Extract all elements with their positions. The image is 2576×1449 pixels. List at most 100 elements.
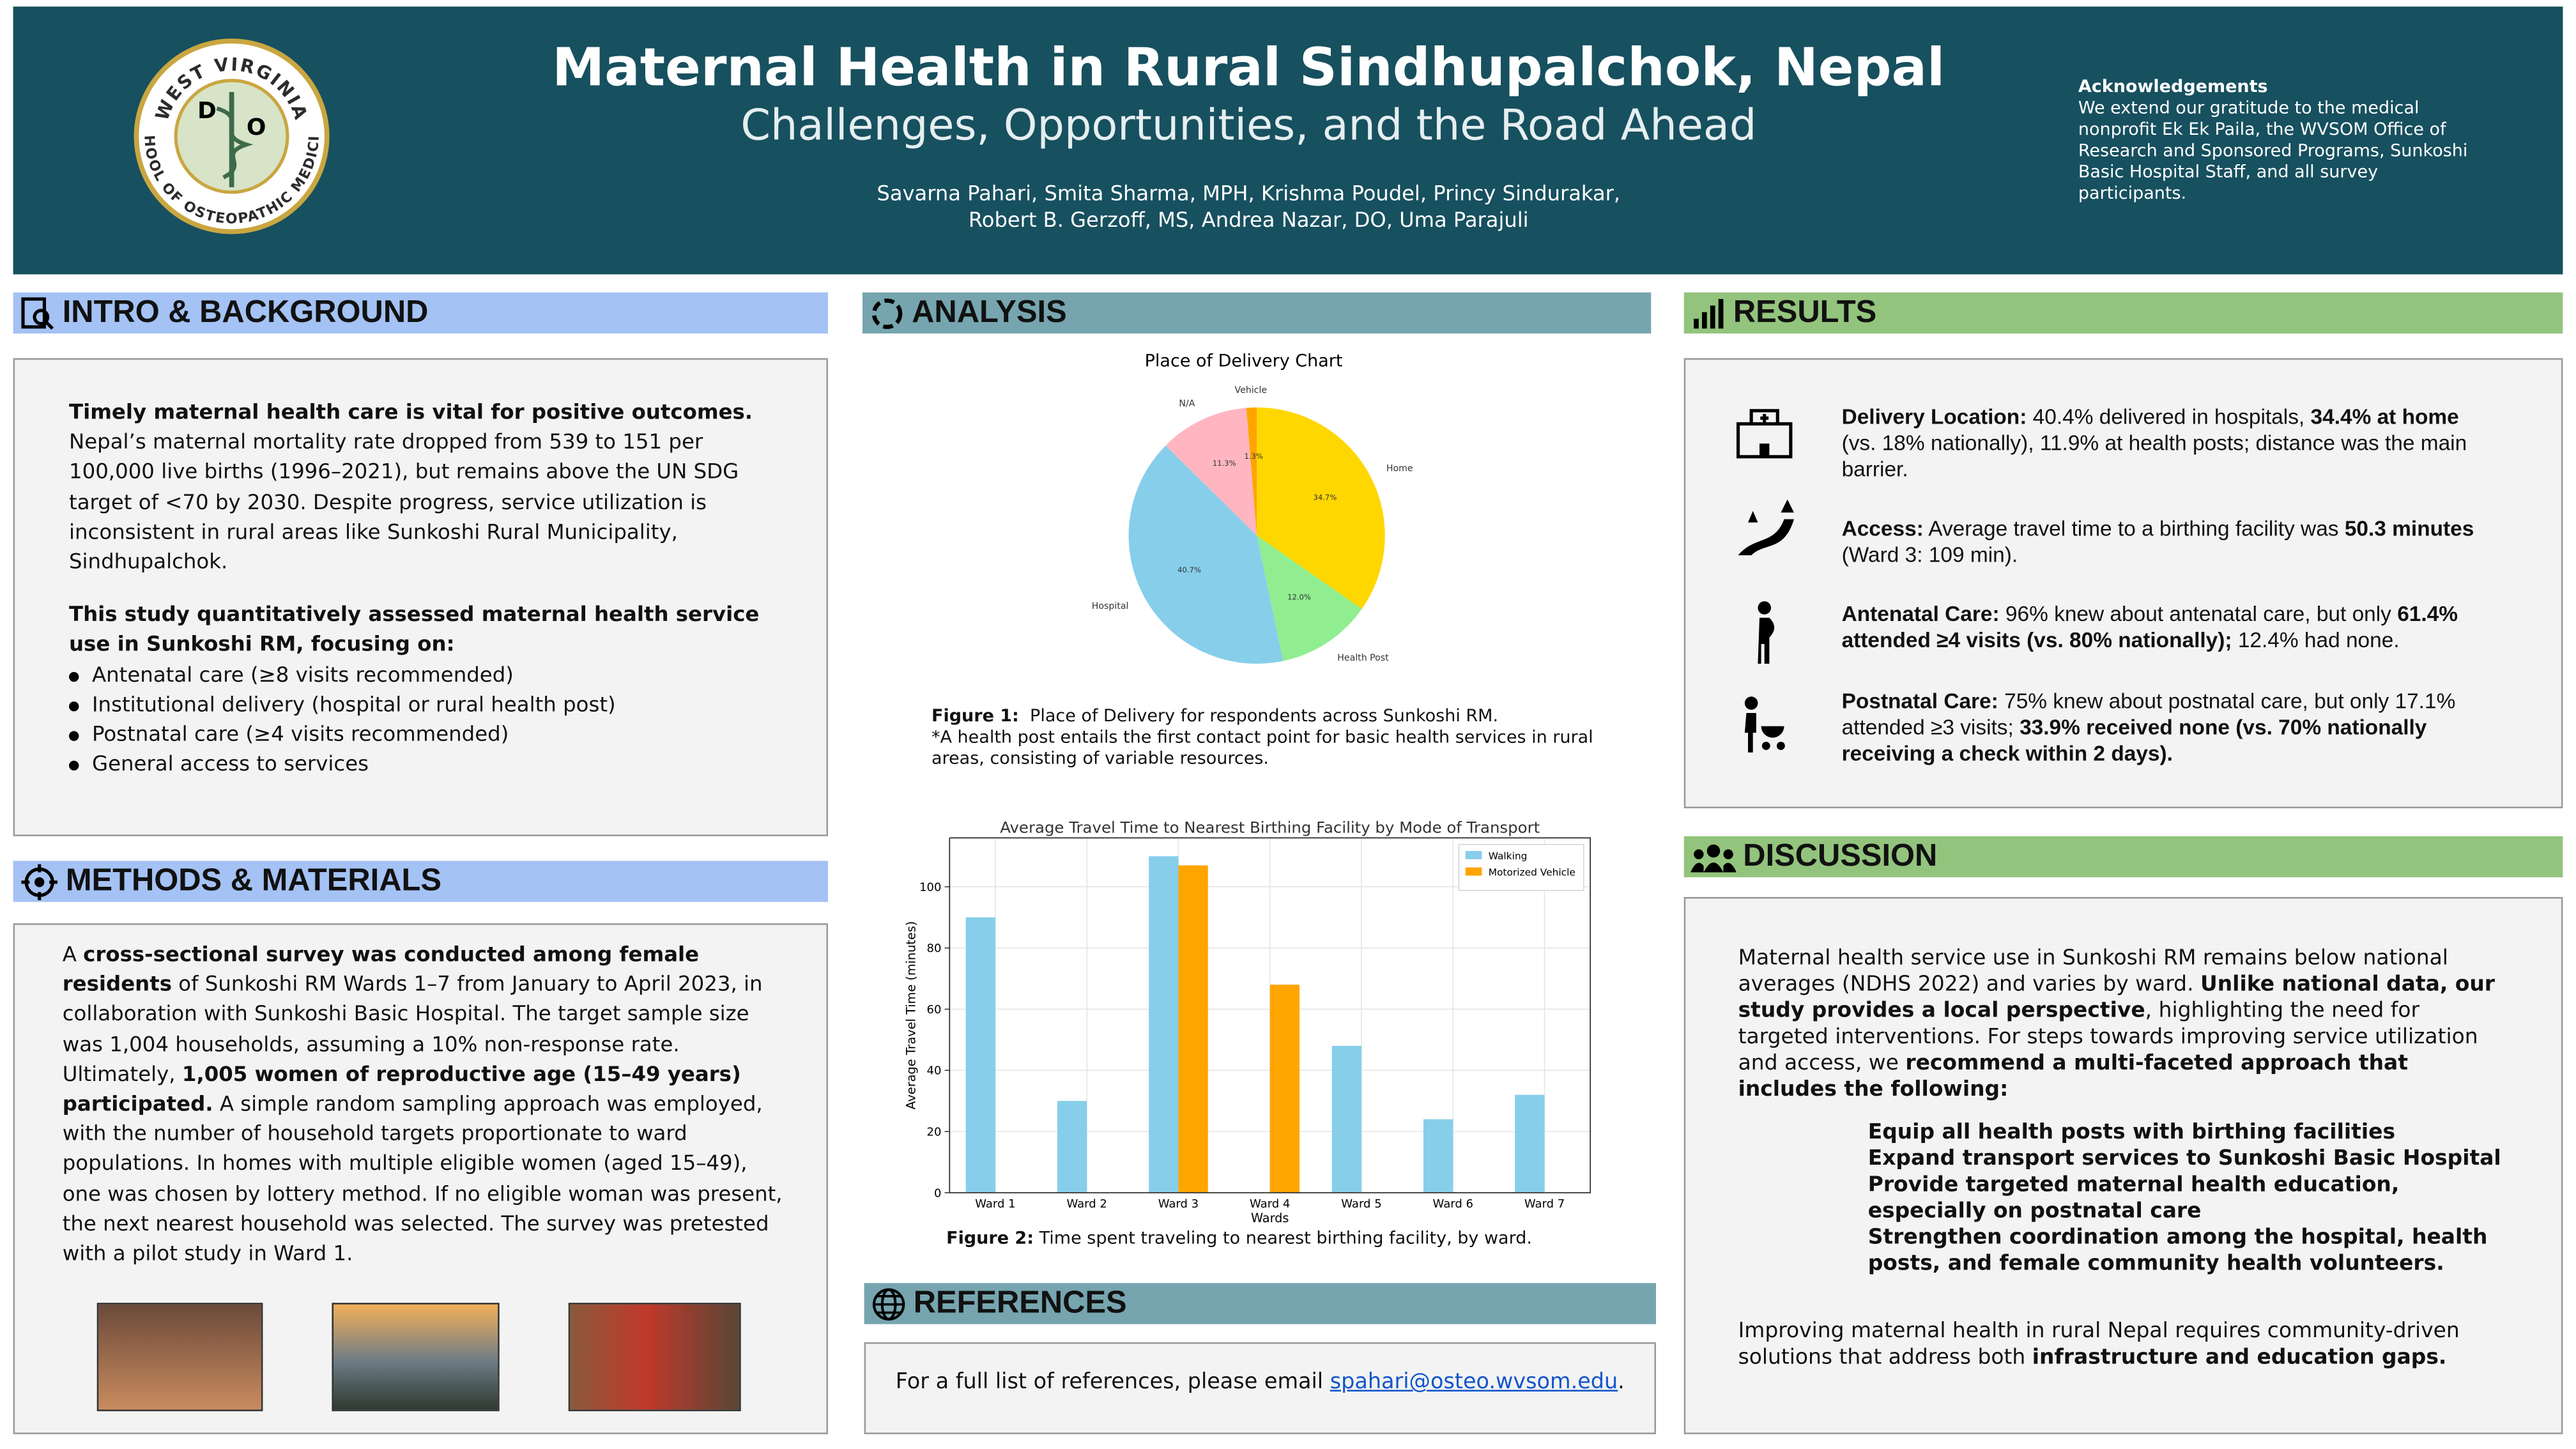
text-run: Nepal’s maternal mortality rate dropped … xyxy=(69,429,739,574)
subtitle: Challenges, Opportunities, and the Road … xyxy=(740,102,1757,151)
bullet-text: Equip all health posts with birthing fac… xyxy=(1867,1120,2396,1146)
bullet: Institutional delivery (hospital or rura… xyxy=(69,690,776,720)
section-title: INTRO & BACKGROUND xyxy=(62,295,429,330)
text-run: 75% knew about postnatal care, but only … xyxy=(1841,688,2456,740)
bullet-text: General access to services xyxy=(92,751,369,776)
bar xyxy=(1331,1046,1361,1193)
section-header: REFERENCES xyxy=(864,1283,1656,1324)
x-tick-label: Ward 3 xyxy=(1158,1197,1199,1211)
icon xyxy=(21,863,57,900)
paragraph: Timely maternal health care is vital for… xyxy=(69,397,776,577)
text-run: Unlike national data, our study provides… xyxy=(1738,972,2496,1023)
bullet-text: Antenatal care (≥8 visits recommended) xyxy=(92,661,514,686)
text-run: 50.3 minutes xyxy=(2344,516,2474,540)
caption-label: Figure 1: xyxy=(931,706,1019,726)
section-title: DISCUSSION xyxy=(1743,838,1938,873)
pie-slice xyxy=(1165,408,1257,536)
logo-letter: O xyxy=(247,114,266,141)
y-tick-label: 100 xyxy=(919,880,941,894)
slice-value-label: 12.0% xyxy=(1287,593,1311,602)
pregnant-icon xyxy=(1758,601,1775,664)
section-title: RESULTS xyxy=(1733,295,1877,330)
text-run: 96% knew about antenatal care, but only xyxy=(1999,601,2398,626)
bar xyxy=(1178,865,1208,1193)
pie-slice xyxy=(1246,407,1257,536)
slice-value-label: 11.3% xyxy=(1213,459,1236,468)
text-run: A simple random sampling approach was em… xyxy=(62,1091,783,1266)
bullet-text: Postnatal care (≥4 visits recommended) xyxy=(92,721,509,746)
bullet: Antenatal care (≥8 visits recommended) xyxy=(69,660,776,690)
text-run: Timely maternal health care is vital for… xyxy=(69,399,753,424)
bullet: Equip all health posts with birthing fac… xyxy=(1779,1121,2518,1147)
references-box xyxy=(864,1342,1656,1434)
chart-title: Average Travel Time to Nearest Birthing … xyxy=(1000,818,1540,837)
photo xyxy=(332,1303,500,1411)
bar xyxy=(1269,985,1300,1193)
bullet-list: Antenatal care (≥8 visits recommended) In… xyxy=(69,660,776,779)
paragraph: This study quantitatively assessed mater… xyxy=(69,600,776,660)
y-tick-label: 60 xyxy=(927,1003,942,1016)
caption-text: Place of Delivery for respondents across… xyxy=(1018,706,1499,726)
pie-chart: Place of Delivery Chart 34.7% Home 12.0% Hea… xyxy=(1092,351,1413,664)
bullet-text: Provide targeted maternal health educati… xyxy=(1867,1173,2400,1224)
logo-letter: D xyxy=(197,98,217,124)
bar-chart: Average Travel Time to Nearest Birthing … xyxy=(903,818,1591,1225)
text-run: cross-sectional survey was conducted amo… xyxy=(62,941,700,996)
references-text: For a full list of references, please em… xyxy=(864,1370,1656,1395)
text-run: 40.4% delivered in hospitals, xyxy=(2027,404,2311,429)
ack-text: We extend our gratitude to the medical n… xyxy=(2078,98,2468,204)
road-icon xyxy=(1738,499,1794,556)
acknowledgements: Acknowledgements We extend our gratitude… xyxy=(2078,77,2489,206)
section-header: INTRO & BACKGROUND xyxy=(13,292,829,334)
photo xyxy=(96,1303,263,1411)
x-tick-label: Ward 7 xyxy=(1524,1197,1565,1211)
text-run: 1,005 women of reproductive age (15–49 y… xyxy=(62,1061,741,1116)
section-header: ANALYSIS xyxy=(862,292,1652,334)
y-tick-label: 80 xyxy=(927,942,942,955)
slice-value-label: 34.7% xyxy=(1313,493,1337,502)
x-tick-label: Ward 1 xyxy=(975,1197,1015,1211)
header-band xyxy=(13,6,2563,275)
results-box xyxy=(1683,358,2563,809)
icon xyxy=(21,296,54,329)
bullet: Strengthen coordination among the hospit… xyxy=(1779,1225,2518,1278)
bullet-text: Institutional delivery (hospital or rura… xyxy=(92,691,616,716)
bullet-dot xyxy=(69,701,79,711)
icon xyxy=(872,1287,905,1320)
email-link[interactable]: spahari@osteo.wvsom.edu xyxy=(1330,1370,1618,1395)
x-tick-label: Ward 2 xyxy=(1066,1197,1107,1211)
caption-label: Figure 2: xyxy=(946,1229,1034,1249)
text-run: 34.4% at home xyxy=(2310,404,2459,429)
icon xyxy=(1694,298,1724,328)
paragraph: A cross-sectional survey was conducted a… xyxy=(63,940,785,1269)
x-tick-label: Ward 4 xyxy=(1250,1197,1290,1211)
text-run: of Sunkoshi RM Wards 1–7 from January to… xyxy=(62,971,763,1086)
bullet: Provide targeted maternal health educati… xyxy=(1779,1173,2518,1225)
intro-box xyxy=(13,358,829,836)
x-tick-label: Ward 5 xyxy=(1341,1197,1381,1211)
text-run: Improving maternal health in rural Nepal… xyxy=(1738,1319,2460,1370)
section-title: ANALYSIS xyxy=(912,295,1067,330)
y-axis-label: Average Travel Time (minutes) xyxy=(903,921,918,1110)
slice-label: Home xyxy=(1386,464,1413,474)
legend-label: Walking xyxy=(1489,850,1528,862)
logo: WEST VIRGINIA SCHOOL OF OSTEOPATHIC MEDI… xyxy=(132,36,330,234)
bullet: General access to services xyxy=(69,749,776,779)
slice-label: Vehicle xyxy=(1235,385,1268,395)
bullet: Expand transport services to Sunkoshi Ba… xyxy=(1779,1147,2518,1173)
slice-label: N/A xyxy=(1179,399,1195,409)
hospital-icon xyxy=(1736,409,1793,459)
icon xyxy=(1690,843,1736,872)
text-run: Access: xyxy=(1841,516,1924,540)
ack-title: Acknowledgements xyxy=(2078,77,2268,97)
bullet-text: Strengthen coordination among the hospit… xyxy=(1867,1225,2488,1276)
text-run: 61.4% attended ≥4 visits (vs. 80% nation… xyxy=(1841,601,2458,652)
stroller-icon xyxy=(1744,696,1785,753)
section-title: REFERENCES xyxy=(913,1285,1127,1321)
bar xyxy=(1515,1094,1545,1193)
section-title: METHODS & MATERIALS xyxy=(65,863,441,898)
y-tick-label: 0 xyxy=(934,1186,941,1200)
text-run: 33.9% received none (vs. 70% nationally … xyxy=(1841,714,2427,766)
pie-slice xyxy=(1128,445,1284,664)
bullet: Postnatal care (≥4 visits recommended) xyxy=(69,719,776,749)
